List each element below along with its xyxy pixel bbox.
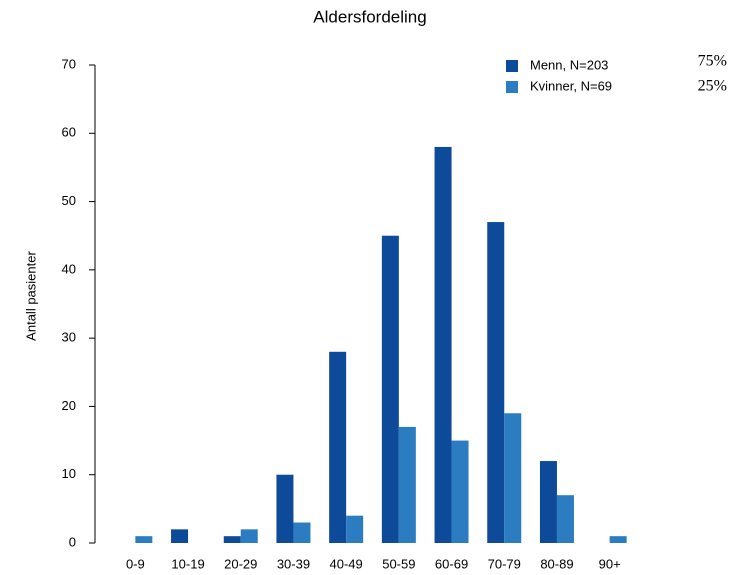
bar: [135, 536, 153, 543]
bar: [556, 495, 574, 543]
x-tick-label: 20-29: [224, 556, 257, 571]
x-tick-label: 40-49: [330, 556, 363, 571]
y-tick-label: 70: [62, 56, 76, 71]
x-tick-label: 70-79: [488, 556, 521, 571]
x-tick-label: 50-59: [382, 556, 415, 571]
bar: [223, 536, 241, 543]
bar: [504, 413, 522, 543]
y-tick-label: 0: [69, 534, 76, 549]
bar: [487, 222, 505, 544]
bar: [329, 351, 347, 543]
x-tick-label: 60-69: [435, 556, 468, 571]
legend-swatch: [506, 60, 518, 72]
bar: [381, 235, 399, 543]
y-axis-label: Antall pasienter: [23, 251, 38, 341]
legend-annotation: 75%: [698, 53, 727, 70]
bar: [434, 146, 452, 543]
bar: [346, 515, 364, 543]
bar: [171, 529, 189, 543]
bar: [539, 461, 557, 543]
y-tick-label: 50: [62, 193, 76, 208]
x-tick-label: 90+: [599, 556, 621, 571]
legend-annotation: 25%: [698, 78, 727, 95]
x-tick-label: 80-89: [540, 556, 573, 571]
bar: [240, 529, 258, 543]
x-tick-label: 0-9: [126, 556, 145, 571]
bar: [276, 474, 294, 543]
bar: [451, 440, 469, 543]
bar: [398, 426, 416, 543]
chart-title: Aldersfordeling: [313, 7, 426, 26]
legend-label: Kvinner, N=69: [530, 78, 612, 93]
x-tick-label: 10-19: [171, 556, 204, 571]
y-tick-label: 60: [62, 125, 76, 140]
y-tick-label: 10: [62, 466, 76, 481]
bar: [293, 522, 311, 543]
x-tick-label: 30-39: [277, 556, 310, 571]
y-tick-label: 30: [62, 330, 76, 345]
bar: [609, 536, 627, 543]
legend-label: Menn, N=203: [530, 57, 608, 72]
y-tick-label: 20: [62, 398, 76, 413]
y-tick-label: 40: [62, 261, 76, 276]
legend-swatch: [506, 81, 518, 93]
